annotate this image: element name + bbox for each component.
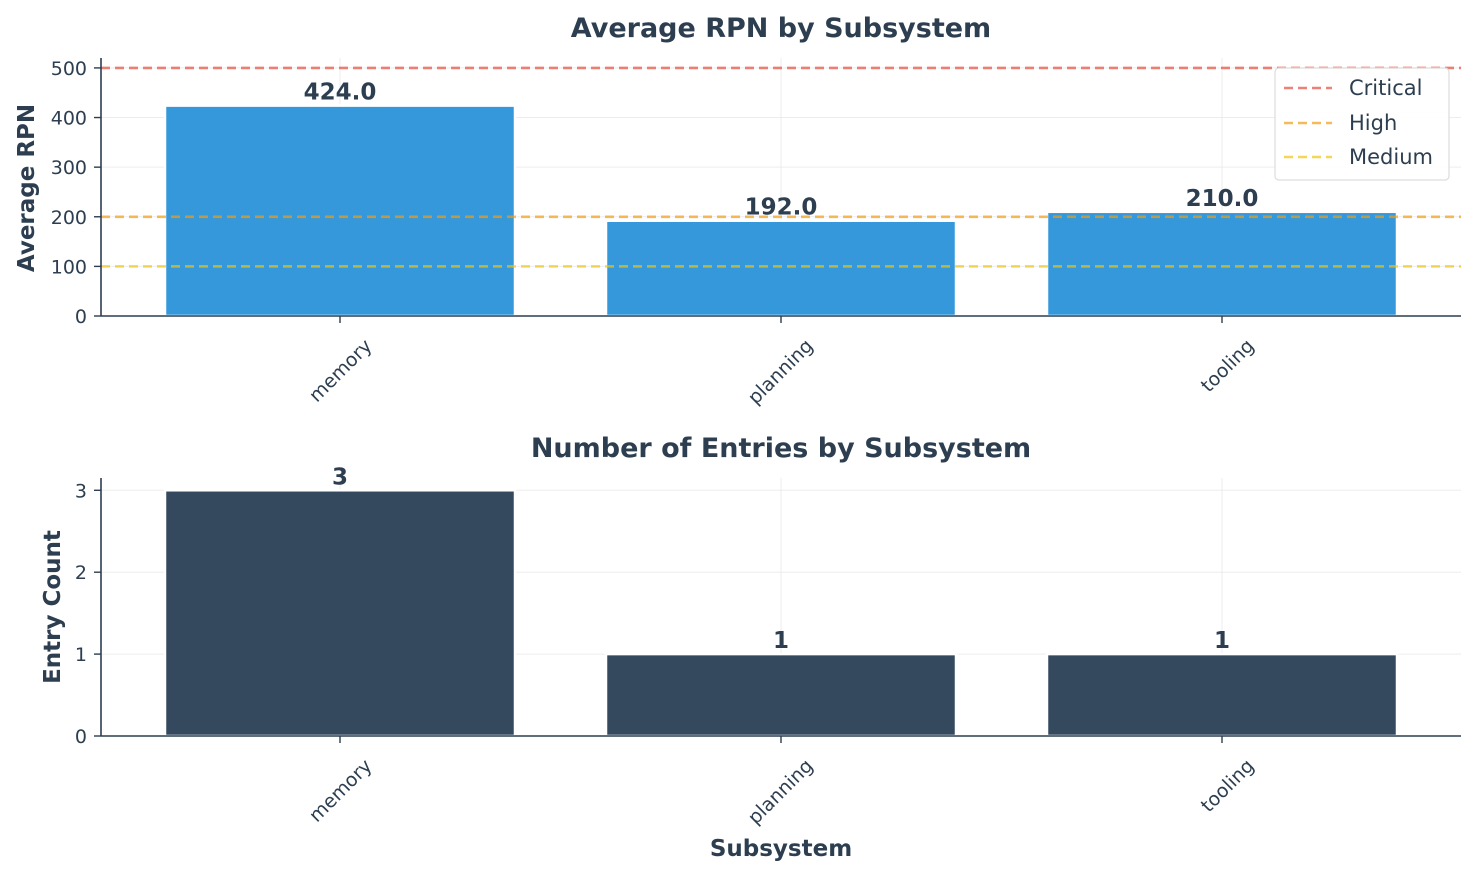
rpn-legend: Critical High Medium	[1274, 67, 1450, 181]
rpn-y-tick-label: 0	[75, 306, 87, 328]
rpn-data-label-tooling: 210.0	[1186, 186, 1259, 212]
rpn-chart: Average RPN by Subsystem 0 100 200 300 400 50…	[14, 13, 1461, 409]
rpn-bar-planning	[604, 219, 958, 318]
entries-bar-planning	[604, 652, 958, 738]
legend-frame	[1274, 67, 1450, 181]
entries-bar-memory	[163, 489, 517, 738]
rpn-x-tick-label-tooling: tooling	[1197, 335, 1259, 397]
rpn-chart-bars	[163, 104, 1399, 318]
legend-critical-label: Critical	[1349, 76, 1422, 100]
rpn-data-label-memory: 424.0	[304, 80, 377, 106]
entries-data-label-planning: 1	[773, 628, 789, 654]
entries-y-ticks: 0 1 2 3	[75, 480, 101, 748]
entries-x-ticks: memory planning tooling	[305, 736, 1259, 829]
rpn-y-tick-label: 200	[51, 207, 87, 229]
rpn-x-tick-label-memory: memory	[305, 335, 377, 407]
entries-data-labels: 3 1 1	[332, 464, 1230, 654]
entries-x-tick-label-memory: memory	[305, 755, 377, 827]
entries-data-label-memory: 3	[332, 464, 348, 490]
entries-y-tick-label: 2	[75, 562, 87, 584]
rpn-bar-tooling	[1045, 210, 1399, 318]
entries-chart-title: Number of Entries by Subsystem	[531, 433, 1031, 464]
entries-y-tick-label: 1	[75, 644, 87, 666]
entries-chart: Number of Entries by Subsystem 0 1 2 3 memo…	[40, 433, 1461, 862]
entries-y-tick-label: 3	[75, 480, 87, 502]
entries-x-axis-label: Subsystem	[710, 836, 852, 862]
legend-medium-label: Medium	[1349, 145, 1433, 169]
entries-y-tick-label: 0	[75, 726, 87, 748]
rpn-bar-memory	[163, 104, 517, 318]
rpn-y-tick-label: 500	[51, 58, 87, 80]
rpn-data-labels: 424.0 192.0 210.0	[304, 80, 1259, 221]
rpn-data-label-planning: 192.0	[745, 195, 818, 221]
rpn-y-ticks: 0 100 200 300 400 500	[51, 58, 101, 328]
rpn-x-tick-label-planning: planning	[744, 335, 818, 409]
legend-high-label: High	[1349, 111, 1397, 135]
entries-y-axis-label: Entry Count	[40, 530, 66, 684]
rpn-y-axis-label: Average RPN	[14, 104, 40, 272]
rpn-x-ticks: memory planning tooling	[305, 316, 1259, 409]
entries-x-tick-label-planning: planning	[744, 755, 818, 829]
entries-chart-bars	[163, 489, 1399, 738]
entries-bar-tooling	[1045, 652, 1399, 738]
rpn-chart-title: Average RPN by Subsystem	[571, 13, 991, 44]
rpn-chart-thresholds	[101, 66, 1461, 268]
rpn-y-tick-label: 300	[51, 157, 87, 179]
rpn-y-tick-label: 100	[51, 256, 87, 278]
entries-data-label-tooling: 1	[1214, 628, 1230, 654]
rpn-y-tick-label: 400	[51, 108, 87, 130]
entries-x-tick-label-tooling: tooling	[1197, 755, 1259, 817]
